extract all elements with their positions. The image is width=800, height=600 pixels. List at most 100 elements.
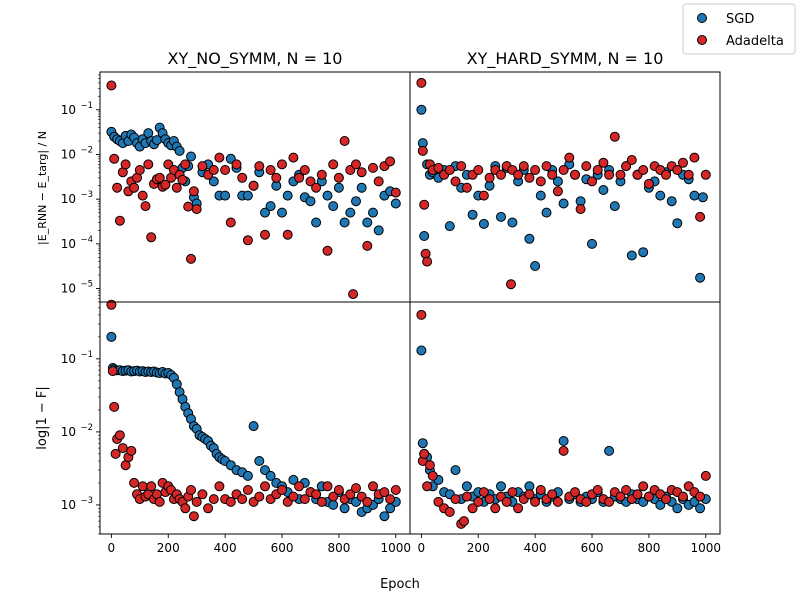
y-tick-exponent: −3 <box>80 190 93 200</box>
data-point <box>484 172 495 183</box>
data-point <box>348 289 359 300</box>
data-point <box>220 165 231 175</box>
data-point <box>638 247 649 258</box>
data-point <box>106 80 117 91</box>
data-point <box>444 165 455 175</box>
x-tick-label: 800 <box>637 541 660 555</box>
data-point <box>120 159 131 170</box>
data-point <box>114 430 125 441</box>
data-point <box>661 494 671 505</box>
data-point <box>672 165 683 175</box>
data-point <box>191 204 202 215</box>
data-point <box>112 182 123 193</box>
data-point <box>288 491 299 502</box>
data-point <box>174 145 185 156</box>
data-point <box>530 496 541 507</box>
axes-frame <box>409 301 721 535</box>
data-point <box>604 445 615 456</box>
data-point <box>362 240 373 251</box>
data-point <box>461 481 472 492</box>
data-point <box>208 176 219 187</box>
panel-top-right <box>409 71 721 303</box>
data-point <box>416 104 427 115</box>
data-point <box>385 156 396 167</box>
y-tick-label: 10 <box>61 498 76 512</box>
panel-title-top-right: XY_HARD_SYMM, N = 10 <box>467 49 664 69</box>
data-point <box>416 77 427 88</box>
data-point <box>254 456 265 466</box>
data-point <box>695 272 706 283</box>
data-point <box>535 190 546 201</box>
x-tick-label: 200 <box>157 541 180 555</box>
data-point <box>621 161 632 172</box>
data-point <box>419 448 430 459</box>
x-tick-label: 400 <box>214 541 237 555</box>
data-point <box>188 186 199 197</box>
data-point <box>362 217 373 228</box>
data-point <box>322 190 333 201</box>
data-point <box>305 176 316 187</box>
y-tick-exponent: −1 <box>80 101 93 111</box>
data-point <box>417 145 428 156</box>
data-point <box>117 443 128 454</box>
data-point <box>368 481 378 492</box>
data-point <box>316 169 327 180</box>
data-point <box>524 172 535 183</box>
data-point <box>186 485 196 495</box>
y-tick-label: 10 <box>61 282 76 296</box>
data-point <box>419 231 430 241</box>
y-tick-label: 10 <box>61 147 76 161</box>
data-point <box>345 489 356 500</box>
data-point <box>467 209 478 220</box>
legend-label-adadelta: Adadelta <box>726 34 784 49</box>
data-point <box>564 152 575 163</box>
data-point <box>248 180 259 191</box>
data-point <box>328 491 339 502</box>
data-point <box>183 201 194 212</box>
data-point <box>126 445 137 456</box>
data-point <box>467 503 478 514</box>
data-point <box>362 496 373 507</box>
data-point <box>351 196 361 207</box>
data-point <box>416 345 427 356</box>
data-point <box>552 496 563 507</box>
data-point <box>661 169 671 180</box>
data-point <box>598 185 609 195</box>
data-point <box>638 165 649 175</box>
data-point <box>311 182 322 193</box>
data-point <box>541 161 552 172</box>
x-tick-label: 200 <box>467 541 490 555</box>
data-point <box>237 172 248 183</box>
series-adadelta-bottom-right <box>416 309 711 529</box>
data-point <box>513 503 524 514</box>
data-point <box>237 494 248 505</box>
data-point <box>444 221 455 232</box>
data-point <box>530 261 541 271</box>
data-point <box>146 232 157 243</box>
data-point <box>672 218 683 229</box>
data-point <box>106 299 117 310</box>
data-point <box>609 131 620 142</box>
data-point <box>197 161 208 172</box>
data-point <box>373 225 384 236</box>
data-point <box>695 211 706 222</box>
data-point <box>507 217 518 228</box>
data-point <box>339 503 350 514</box>
data-point <box>288 474 299 485</box>
data-point <box>598 157 609 168</box>
data-point <box>146 481 157 492</box>
data-point <box>345 207 356 218</box>
data-point <box>214 152 225 163</box>
data-point <box>507 487 518 498</box>
data-point <box>299 494 310 505</box>
y-tick-exponent: −2 <box>80 145 93 155</box>
data-point <box>416 309 427 320</box>
y-tick-label: 10 <box>61 192 76 206</box>
data-point <box>322 481 333 492</box>
data-point <box>316 496 327 507</box>
x-tick-label: 600 <box>271 541 294 555</box>
data-point <box>373 176 384 187</box>
data-point <box>484 494 495 505</box>
data-point <box>695 491 706 502</box>
data-point <box>186 151 196 162</box>
